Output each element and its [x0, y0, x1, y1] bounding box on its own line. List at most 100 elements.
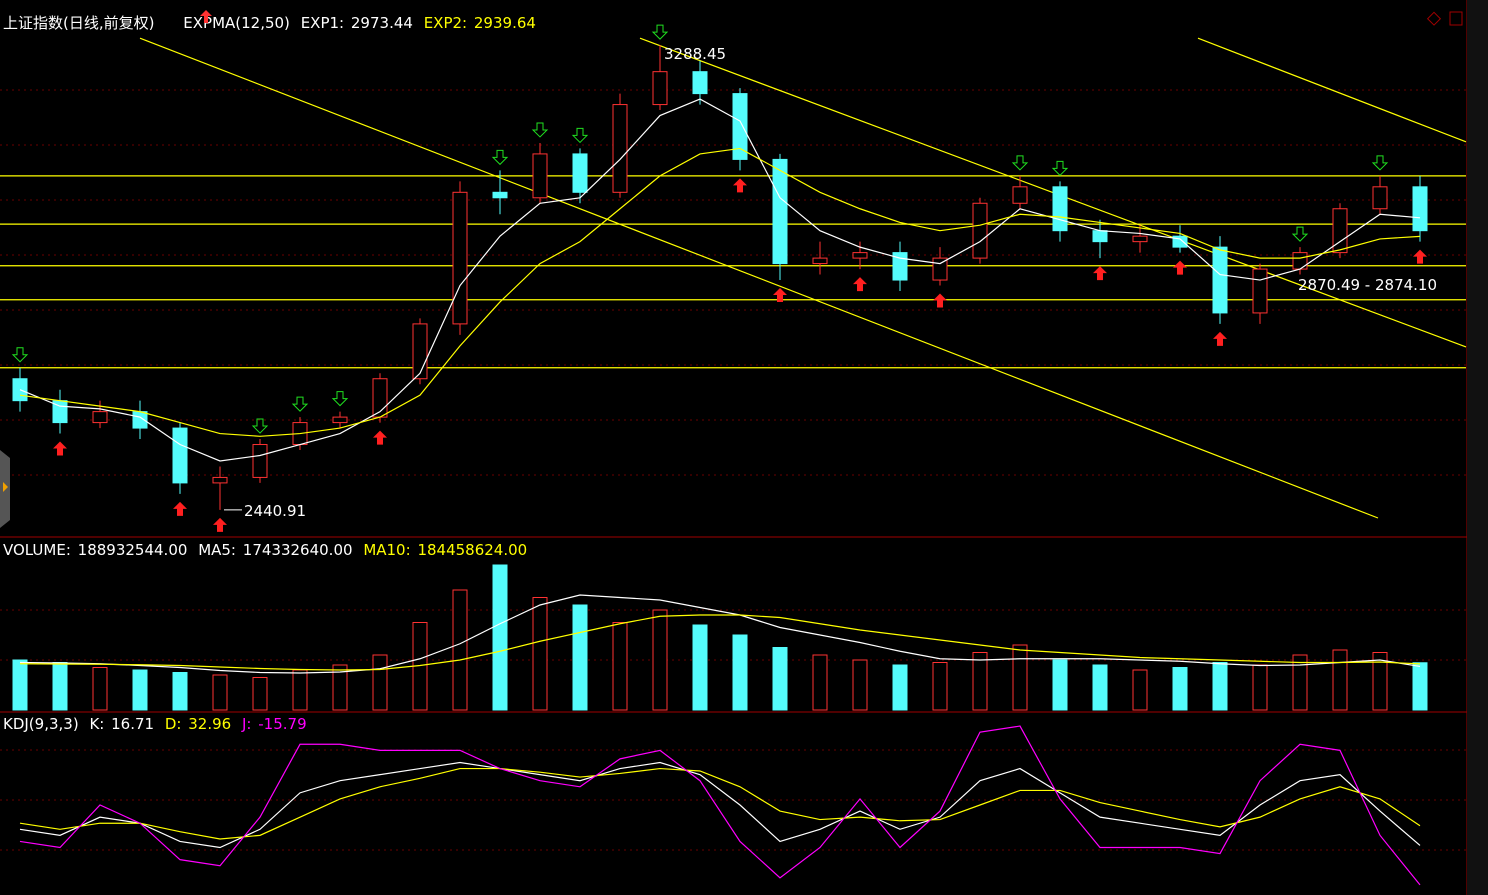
- legend-label: J:: [241, 715, 251, 733]
- sell-signal: [1291, 226, 1309, 242]
- window-icon[interactable]: [1449, 11, 1463, 26]
- sell-signal: [651, 24, 669, 40]
- candle-body: [852, 252, 868, 259]
- legend-label: EXP1:: [301, 14, 344, 32]
- indicator-line: [19, 767, 1421, 840]
- side-tab-arrow: [3, 482, 8, 492]
- candle-body: [1132, 235, 1148, 243]
- volume-bar: [852, 659, 868, 711]
- volume-bar: [92, 667, 108, 711]
- volume-bar: [1172, 667, 1188, 711]
- candle-body: [412, 323, 428, 380]
- sell-signal: [291, 396, 309, 412]
- indicator-name: KDJ(9,3,3): [3, 715, 79, 733]
- plot: 3288.45 2440.91 2870.49 - 2874.10: [0, 24, 1467, 886]
- sell-signal: [1051, 160, 1069, 177]
- volume-bar: [532, 597, 548, 711]
- candle-body: [1412, 186, 1428, 232]
- candle-body: [812, 257, 828, 265]
- candle-body: [1172, 235, 1188, 248]
- volume-bar: [372, 654, 388, 711]
- volume-bar: [292, 669, 308, 711]
- right-axis-area: [1467, 0, 1488, 895]
- candle-body: [172, 427, 188, 484]
- legend-value: 2939.64: [474, 14, 536, 32]
- candle-body: [92, 411, 108, 424]
- volume-bar: [732, 634, 748, 711]
- volume-bar: [1132, 669, 1148, 711]
- high-annotation: 3288.45: [664, 45, 726, 63]
- volume-bar: [492, 564, 508, 711]
- low-annotation: 2440.91: [244, 502, 306, 520]
- volume-bar: [1412, 662, 1428, 711]
- candle-body: [1012, 186, 1028, 204]
- candle-body: [1252, 268, 1268, 314]
- volume-bar: [612, 622, 628, 711]
- buy-signal: [853, 277, 867, 292]
- candle-body: [1292, 252, 1308, 270]
- legend-label: EXP2:: [424, 14, 467, 32]
- candle-body: [1372, 186, 1388, 210]
- sell-signal: [251, 418, 269, 434]
- candle-body: [492, 191, 508, 199]
- volume-bar: [892, 664, 908, 711]
- legend-value: 2973.44: [351, 14, 413, 32]
- volume-bar: [172, 672, 188, 711]
- candle-body: [1332, 208, 1348, 254]
- volume-bar: [652, 609, 668, 711]
- indicator-line: [19, 614, 1421, 671]
- sell-signal: [1011, 155, 1029, 171]
- legend-value: 32.96: [188, 715, 231, 733]
- candle-body: [652, 71, 668, 106]
- volume-bar: [1372, 652, 1388, 711]
- sell-signal: [571, 127, 589, 144]
- volume-bar: [932, 662, 948, 711]
- candle-body: [1092, 230, 1108, 243]
- volume-bar: [1332, 649, 1348, 711]
- legend-value: 188932544.00: [78, 541, 188, 559]
- volume-bar: [692, 624, 708, 711]
- sell-signal: [11, 347, 29, 363]
- trend-line: [1197, 37, 1467, 143]
- legend-value: -15.79: [258, 715, 306, 733]
- window-icon[interactable]: [1426, 11, 1442, 26]
- volume-bar: [1012, 644, 1028, 711]
- legend-value: 184458624.00: [417, 541, 527, 559]
- candle-body: [692, 71, 708, 95]
- volume-bar: [52, 662, 68, 711]
- candle-body: [332, 416, 348, 424]
- volume-bar: [1292, 654, 1308, 711]
- indicator-name: EXPMA(12,50): [183, 14, 290, 32]
- buy-signal: [1093, 266, 1107, 281]
- candle-body: [1052, 186, 1068, 232]
- candle-body: [732, 93, 748, 160]
- indicator-line: [19, 98, 1421, 462]
- legend-label: D:: [165, 715, 182, 733]
- buy-signal: [733, 178, 747, 193]
- indicator-line: [19, 761, 1421, 849]
- range-annotation: 2870.49 - 2874.10: [1298, 276, 1437, 294]
- trend-line: [139, 37, 1379, 519]
- volume-header: VOLUME: 188932544.00 MA5: 174332640.00 M…: [3, 541, 527, 559]
- price-header: 上证指数(日线,前复权) EXPMA(12,50) EXP1: 2973.44 …: [3, 14, 536, 32]
- buy-signal: [373, 430, 387, 445]
- volume-bar: [772, 647, 788, 711]
- candle-body: [452, 191, 468, 325]
- sell-signal: [331, 391, 349, 407]
- candle-body: [212, 476, 228, 484]
- buy-signal: [1173, 260, 1187, 275]
- volume-bar: [1212, 662, 1228, 711]
- sell-signal: [1371, 155, 1389, 171]
- indicator-line: [19, 147, 1421, 437]
- candle-body: [252, 444, 268, 478]
- kdj-header: KDJ(9,3,3) K: 16.71 D: 32.96 J: -15.79: [3, 715, 307, 733]
- candle-body: [1212, 246, 1228, 314]
- volume-bar: [1052, 659, 1068, 711]
- candle-body: [972, 202, 988, 259]
- volume-bar: [1252, 664, 1268, 711]
- volume-bar: [212, 674, 228, 711]
- volume-bar: [12, 659, 28, 711]
- header-arrow: [200, 10, 212, 23]
- volume-bar: [132, 669, 148, 711]
